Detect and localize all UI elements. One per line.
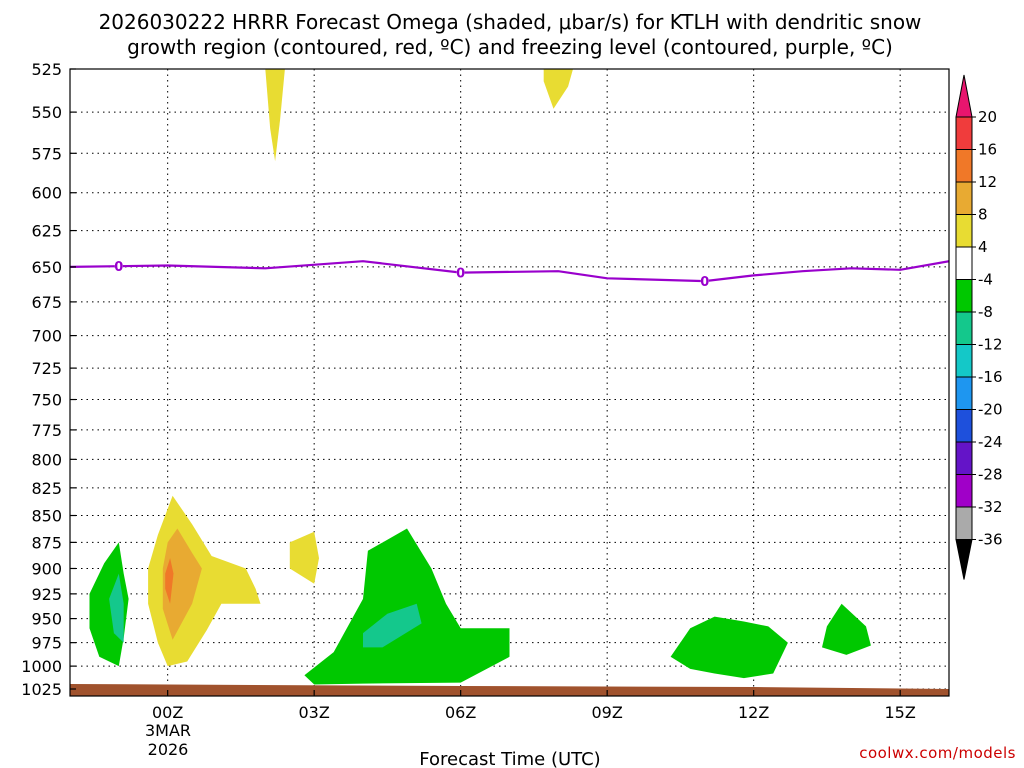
colorbar-swatch: [955, 474, 973, 508]
freezing-label-bg: [700, 274, 709, 289]
colorbar-label: -36: [978, 531, 1003, 549]
colorbar-label: 20: [978, 108, 997, 126]
y-tick-label: 700: [31, 327, 62, 346]
surface-band: [70, 684, 949, 696]
colorbar-swatch: [955, 181, 973, 215]
omega-region: [543, 69, 573, 109]
colorbar-label: -12: [978, 336, 1003, 354]
gridlines: [70, 68, 949, 696]
y-tick-label: 925: [31, 585, 62, 604]
date-label-month: 3MAR: [145, 721, 191, 740]
colorbar-label: -8: [978, 303, 993, 321]
colorbar-swatch: [955, 279, 973, 313]
y-tick-label: 975: [31, 634, 62, 653]
freezing-level-label: 0: [456, 267, 465, 282]
y-tick-label: 875: [31, 533, 62, 552]
colorbar-swatch: [955, 311, 973, 345]
omega-region: [165, 558, 174, 604]
colorbar-swatch: [955, 214, 973, 248]
y-tick-label: 575: [31, 144, 62, 163]
omega-region: [162, 528, 202, 640]
watermark: coolwx.com/models: [859, 744, 1016, 762]
colorbar-swatch: [955, 344, 973, 378]
colorbar: 20 16 12 8 4 -4 -8 -12 -16 -20 -24 -28 -32 -36: [955, 74, 1003, 580]
date-label-year: 2026: [148, 740, 189, 759]
freezing-level-label: 0: [700, 275, 709, 290]
x-tick-label: 03Z: [299, 703, 330, 722]
x-tick-label: 09Z: [592, 703, 623, 722]
y-tick-label: 625: [31, 222, 62, 241]
y-tick-label: 550: [31, 103, 62, 122]
colorbar-label: -28: [978, 466, 1003, 484]
plot-frame: [69, 68, 950, 697]
colorbar-label: -4: [978, 271, 993, 289]
y-tick-label: 1025: [21, 680, 62, 699]
y-axis: 525 550 575 600 625 650 675 700 725 750 775 800 825 8…: [21, 60, 76, 699]
colorbar-swatch: [955, 376, 973, 410]
omega-region: [304, 528, 510, 685]
x-axis-label: Forecast Time (UTC): [419, 749, 600, 768]
omega-region: [289, 531, 319, 584]
colorbar-label: 8: [978, 206, 988, 224]
chart-title-line-2: growth region (contoured, red, ºC) and f…: [127, 35, 893, 59]
omega-region: [265, 69, 285, 162]
y-tick-label: 1000: [21, 657, 62, 676]
y-tick-label: 900: [31, 559, 62, 578]
y-tick-label: 650: [31, 258, 62, 277]
omega-region: [109, 573, 124, 643]
y-tick-label: 725: [31, 359, 62, 378]
x-tick-label: 12Z: [738, 703, 769, 722]
colorbar-top-arrow: [955, 74, 973, 118]
surface-ground: [70, 684, 949, 696]
freezing-level-label: 0: [114, 260, 123, 275]
colorbar-label: -24: [978, 433, 1003, 451]
omega-region: [363, 603, 422, 648]
chart-title-line-1: 2026030222 HRRR Forecast Omega (shaded, …: [99, 10, 922, 34]
x-tick-label: 06Z: [445, 703, 476, 722]
colorbar-swatch: [955, 506, 973, 540]
colorbar-label: 12: [978, 173, 997, 191]
y-tick-label: 825: [31, 479, 62, 498]
freezing-label-bg: [456, 265, 465, 280]
y-tick-label: 525: [31, 60, 62, 79]
colorbar-label: -20: [978, 401, 1003, 419]
colorbar-label: -32: [978, 498, 1003, 516]
colorbar-label: -16: [978, 368, 1003, 386]
omega-shading: [89, 69, 871, 685]
colorbar-swatch: [955, 441, 973, 475]
colorbar-swatch: [955, 409, 973, 443]
colorbar-swatch: [955, 246, 973, 280]
x-tick-label: 00Z: [152, 703, 183, 722]
y-tick-label: 600: [31, 184, 62, 203]
x-tick-label: 15Z: [885, 703, 916, 722]
y-tick-label: 800: [31, 450, 62, 469]
freezing-label-bg: [114, 259, 123, 274]
freezing-level-contour: 0 0 0: [70, 259, 949, 290]
colorbar-swatch: [955, 149, 973, 183]
freezing-level-line: [70, 260, 949, 283]
y-tick-label: 850: [31, 507, 62, 526]
x-axis: 00Z 03Z 06Z 09Z 12Z 15Z: [152, 690, 916, 722]
colorbar-label: 16: [978, 141, 997, 159]
y-tick-label: 775: [31, 421, 62, 440]
colorbar-label: 4: [978, 238, 988, 256]
colorbar-bottom-arrow: [955, 539, 973, 580]
omega-region: [822, 603, 871, 655]
y-tick-label: 950: [31, 610, 62, 629]
colorbar-swatch: [955, 116, 973, 150]
y-tick-label: 675: [31, 293, 62, 312]
y-tick-label: 750: [31, 391, 62, 410]
omega-region: [670, 616, 788, 679]
